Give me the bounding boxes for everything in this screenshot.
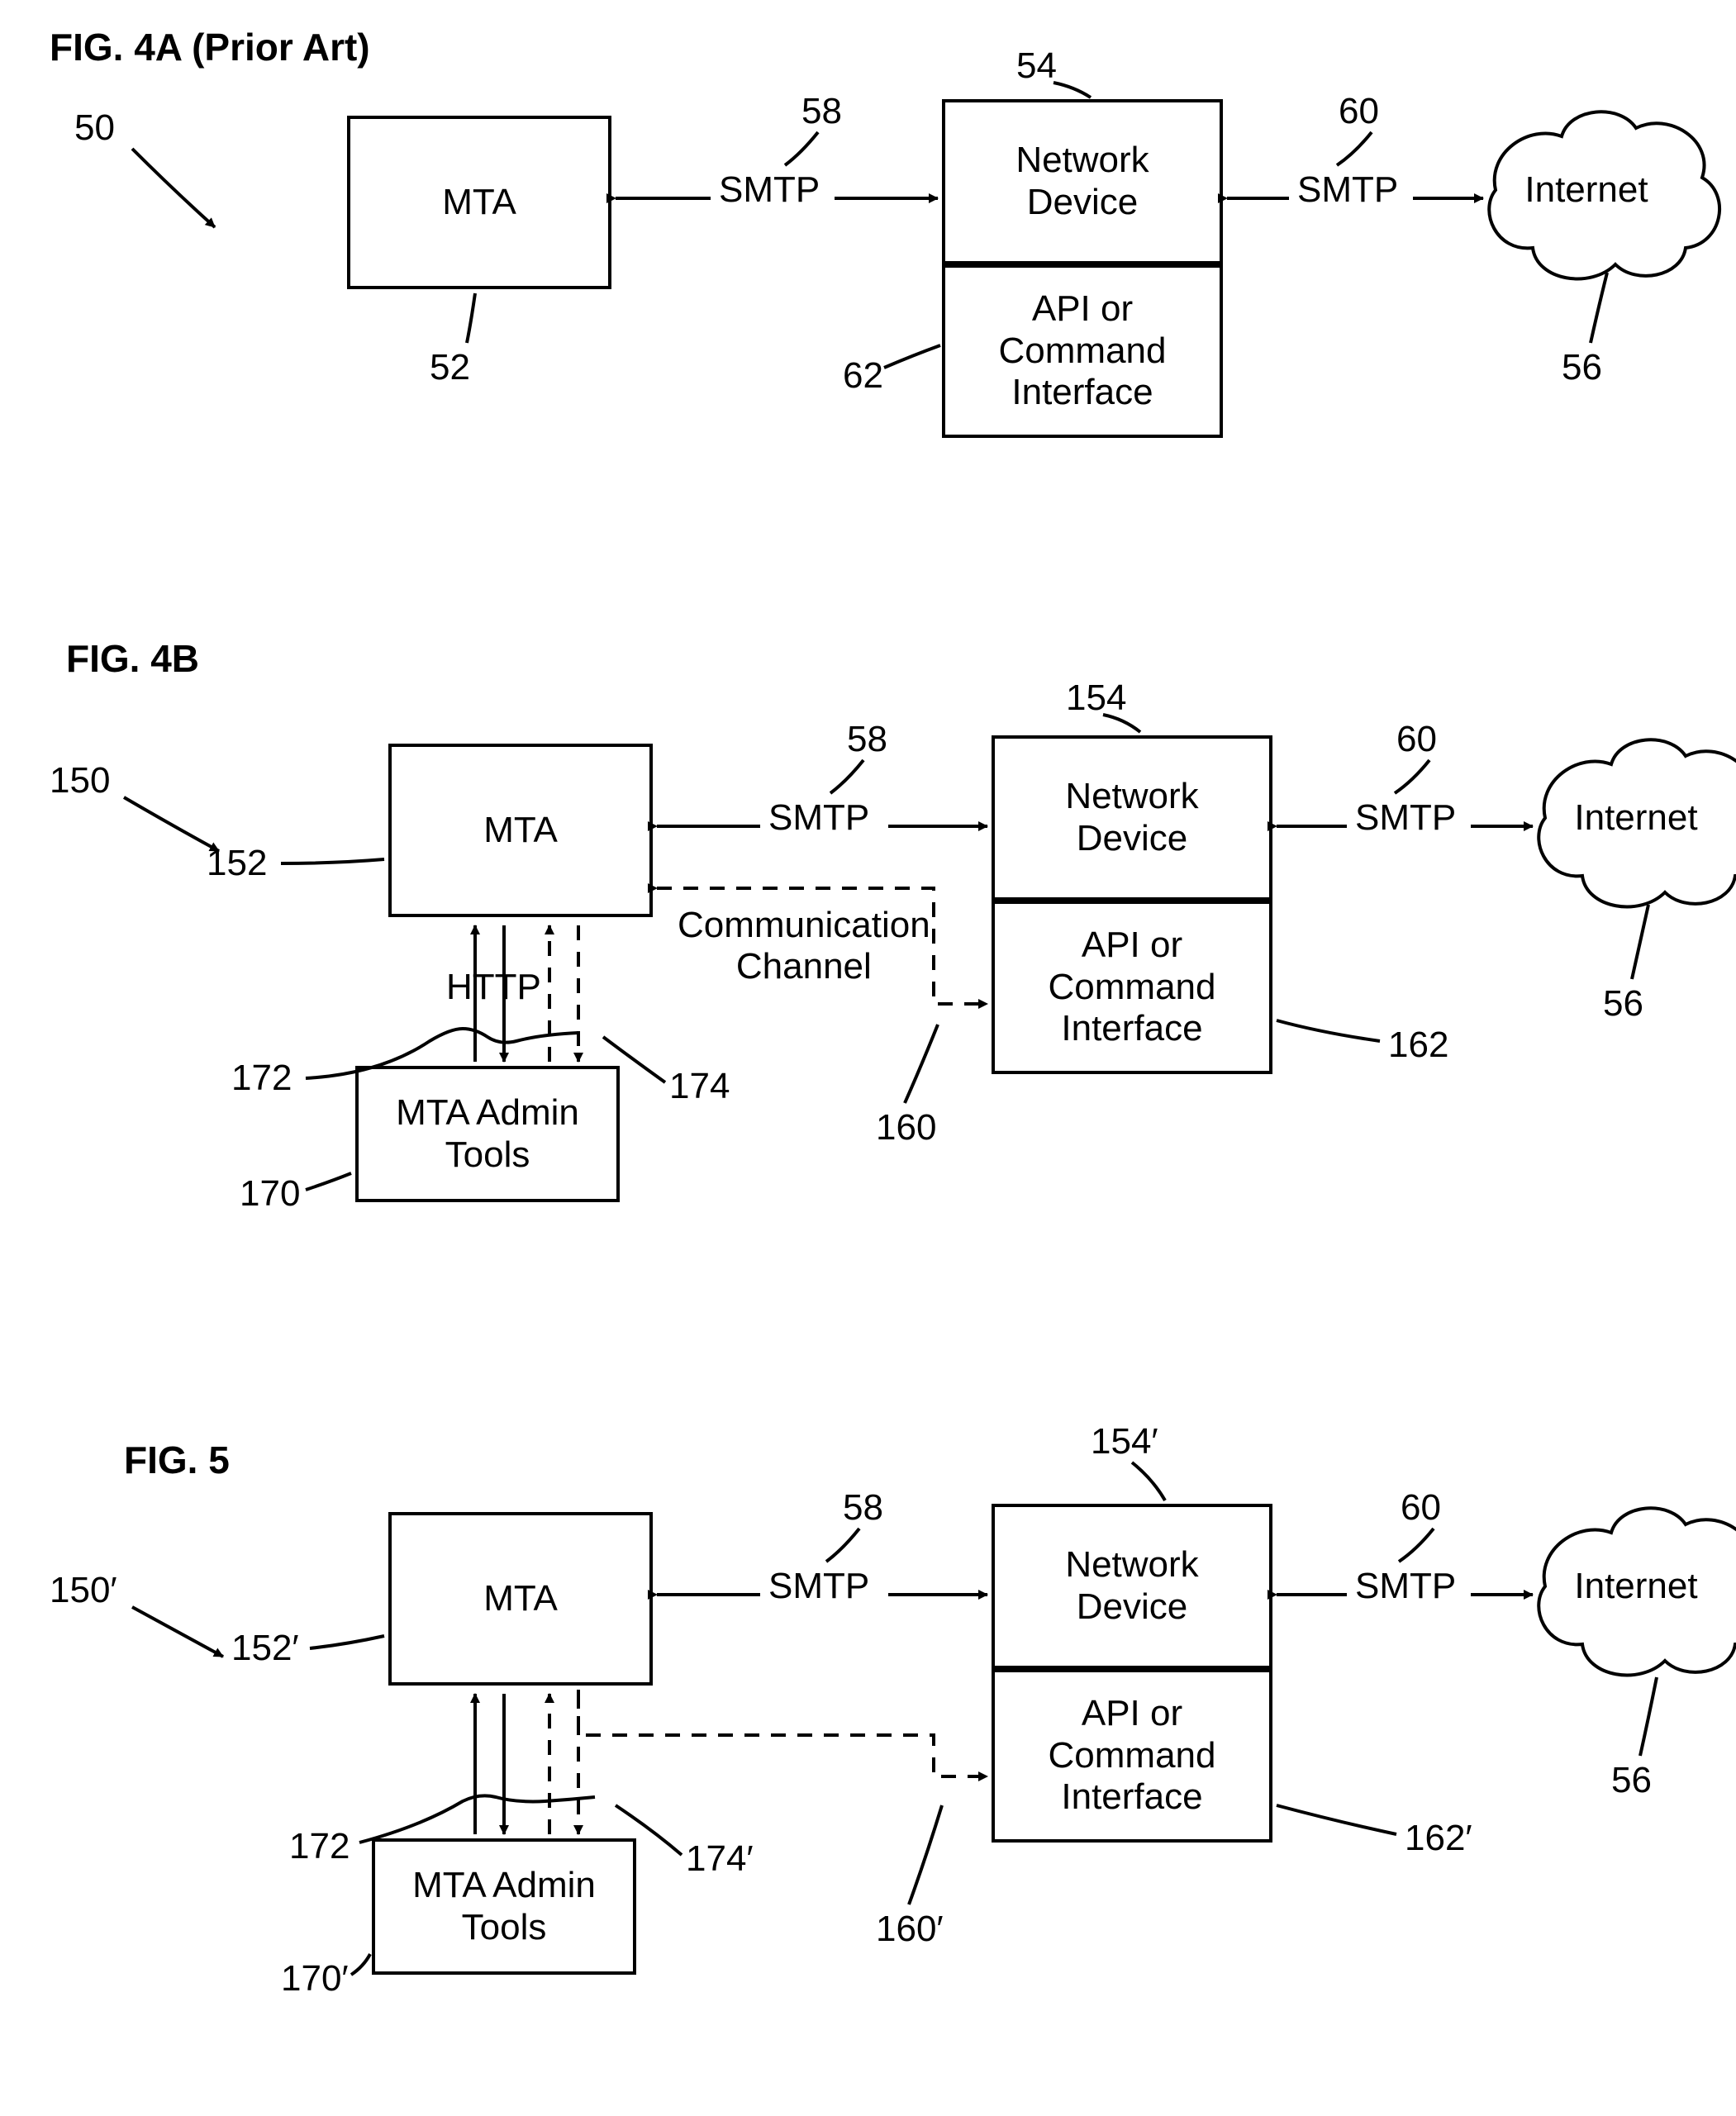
fig4a-smtp2-label: SMTP	[1297, 169, 1398, 211]
ref-174p: 174′	[686, 1838, 754, 1880]
ref-60-b: 60	[1396, 719, 1437, 760]
ref-154: 154	[1066, 678, 1126, 719]
fig5-admintools-label: MTA Admin Tools	[412, 1865, 596, 1948]
fig-4a-title: FIG. 4A (Prior Art)	[50, 25, 370, 69]
ref-150p: 150′	[50, 1570, 117, 1611]
ref-152: 152	[207, 843, 267, 884]
ref-52: 52	[430, 347, 470, 388]
fig5-mta-box: MTA	[388, 1512, 653, 1686]
ref-60-a: 60	[1339, 91, 1379, 132]
ref-172: 172	[231, 1058, 292, 1099]
diagram-page: FIG. 4A (Prior Art) 50 MTA 52 Network De…	[0, 0, 1736, 2116]
ref-56-b: 56	[1603, 983, 1643, 1025]
ref-60-c: 60	[1401, 1487, 1441, 1529]
fig5-internet-label: Internet	[1545, 1566, 1727, 1608]
ref-160: 160	[876, 1107, 936, 1148]
fig4a-mta-box: MTA	[347, 116, 611, 289]
ref-152p: 152′	[231, 1628, 299, 1669]
fig4a-mta-label: MTA	[442, 182, 516, 224]
ref-172-c: 172	[289, 1826, 350, 1867]
fig4b-netdev-label: Network Device	[1065, 776, 1198, 859]
fig4b-commchan-label: Communication Channel	[678, 905, 930, 987]
fig4b-smtp2-label: SMTP	[1355, 797, 1456, 839]
ref-58-b: 58	[847, 719, 887, 760]
fig4b-mta-box: MTA	[388, 744, 653, 917]
ref-162: 162	[1388, 1025, 1448, 1066]
ref-150: 150	[50, 760, 110, 801]
fig4b-http-label: HTTP	[446, 967, 541, 1008]
fig5-api-label: API or Command Interface	[1049, 1693, 1216, 1819]
fig4a-netdev-label: Network Device	[1015, 140, 1149, 223]
ref-56-c: 56	[1611, 1760, 1652, 1801]
ref-170p: 170′	[281, 1958, 349, 2000]
ref-62: 62	[843, 355, 883, 397]
ref-58-a: 58	[801, 91, 842, 132]
fig4a-internet-label: Internet	[1496, 169, 1677, 212]
ref-162p: 162′	[1405, 1818, 1472, 1859]
fig5-smtp1-label: SMTP	[768, 1566, 869, 1607]
ref-56-a: 56	[1562, 347, 1602, 388]
fig5-netdev-label: Network Device	[1065, 1544, 1198, 1628]
fig-4b-title: FIG. 4B	[66, 636, 199, 681]
ref-160p: 160′	[876, 1909, 944, 1950]
fig4a-api-box: API or Command Interface	[942, 264, 1223, 438]
fig5-smtp2-label: SMTP	[1355, 1566, 1456, 1607]
fig5-mta-label: MTA	[483, 1578, 558, 1620]
fig4b-internet-label: Internet	[1545, 797, 1727, 839]
ref-54: 54	[1016, 45, 1057, 87]
ref-50: 50	[74, 107, 115, 149]
fig-5-title: FIG. 5	[124, 1438, 230, 1482]
ref-154p: 154′	[1091, 1421, 1158, 1462]
fig4a-netdev-box: Network Device	[942, 99, 1223, 264]
fig4a-api-label: API or Command Interface	[999, 288, 1167, 414]
fig5-api-box: API or Command Interface	[992, 1669, 1272, 1843]
fig4b-smtp1-label: SMTP	[768, 797, 869, 839]
ref-58-c: 58	[843, 1487, 883, 1529]
fig4a-smtp1-label: SMTP	[719, 169, 820, 211]
fig5-netdev-box: Network Device	[992, 1504, 1272, 1669]
fig4b-api-label: API or Command Interface	[1049, 925, 1216, 1050]
fig4b-admintools-box: MTA Admin Tools	[355, 1066, 620, 1202]
fig4b-mta-label: MTA	[483, 810, 558, 852]
ref-170: 170	[240, 1173, 300, 1215]
fig4b-api-box: API or Command Interface	[992, 901, 1272, 1074]
fig5-admintools-box: MTA Admin Tools	[372, 1838, 636, 1975]
fig4b-netdev-box: Network Device	[992, 735, 1272, 901]
ref-174: 174	[669, 1066, 730, 1107]
fig4b-admintools-label: MTA Admin Tools	[396, 1092, 579, 1176]
